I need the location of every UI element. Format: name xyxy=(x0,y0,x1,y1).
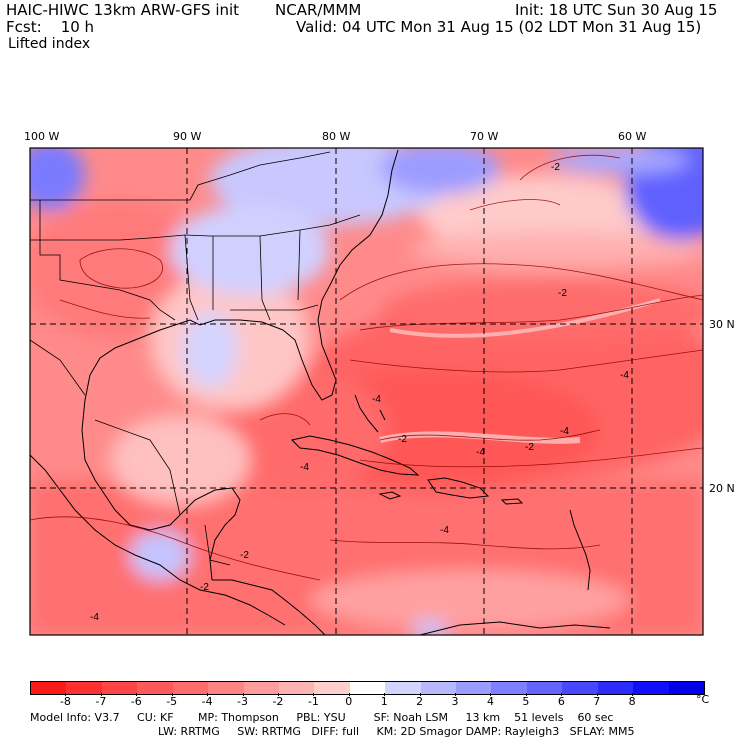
colorbar-tick xyxy=(419,693,421,696)
colorbar-swatch xyxy=(66,682,102,694)
contour-label: -2 xyxy=(558,288,567,299)
colorbar-tick xyxy=(207,693,209,696)
contour-label: -2 xyxy=(398,434,407,445)
valid-time: Valid: 04 UTC Mon 31 Aug 15 (02 LDT Mon … xyxy=(296,18,702,36)
colorbar-swatch xyxy=(491,682,527,694)
colorbar-swatch xyxy=(633,682,669,694)
lat-label-30n: 30 N xyxy=(709,318,735,331)
contour-label: -4 xyxy=(300,462,309,473)
contour-label: -4 xyxy=(620,370,629,381)
contour-label: -2 xyxy=(240,550,249,561)
colorbar-tick-label: 4 xyxy=(486,695,494,708)
model-title: HAIC-HIWC 13km ARW-GFS init xyxy=(6,1,240,19)
colorbar-tick-label: 5 xyxy=(522,695,530,708)
colorbar-tick-label: 6 xyxy=(557,695,565,708)
forecast-hour: Fcst: 10 h xyxy=(6,18,95,36)
colorbar-tick xyxy=(561,693,563,696)
colorbar-tick xyxy=(65,693,67,696)
colorbar-tick-label: -5 xyxy=(166,695,178,708)
colorbar-tick xyxy=(242,693,244,696)
colorbar-swatch xyxy=(597,682,634,694)
colorbar-tick xyxy=(632,693,634,696)
colorbar-tick-label: -1 xyxy=(307,695,319,708)
colorbar-tick xyxy=(313,693,315,696)
contour-label: -2 xyxy=(525,442,534,453)
field-name: Lifted index xyxy=(8,36,91,52)
lat-label-20n: 20 N xyxy=(709,482,735,495)
graticule xyxy=(30,148,703,635)
colorbar-tick-label: -4 xyxy=(201,695,213,708)
colorbar-unit: °C xyxy=(696,693,710,706)
colorbar-tick-label: -2 xyxy=(272,695,284,708)
state-borders xyxy=(30,151,361,566)
colorbar-tick-label: 0 xyxy=(345,695,353,708)
colorbar-tick-label: -6 xyxy=(130,695,142,708)
lon-label-90w: 90 W xyxy=(173,130,202,143)
colorbar-swatch xyxy=(243,682,279,694)
contour-label: -4 xyxy=(476,447,485,458)
colorbar-swatch xyxy=(385,682,421,694)
colorbar-tick-label: -8 xyxy=(59,695,71,708)
contour-label: -4 xyxy=(372,394,381,405)
colorbar-tick xyxy=(100,693,102,696)
colorbar-tick xyxy=(384,693,386,696)
colorbar-tick xyxy=(171,693,173,696)
map-frame xyxy=(29,147,704,636)
colorbar-swatch xyxy=(668,682,705,694)
colorbar-tick-label: -3 xyxy=(237,695,248,708)
colorbar-tick-label: 7 xyxy=(593,695,601,708)
colorbar-swatch xyxy=(349,682,386,694)
colorbar-tick xyxy=(490,693,492,696)
colorbar-tick-label: 8 xyxy=(628,695,636,708)
colorbar-tick xyxy=(277,693,279,696)
field-shading xyxy=(30,148,703,635)
colorbar-tick xyxy=(596,693,598,696)
lon-label-80w: 80 W xyxy=(322,130,351,143)
colorbar-swatch xyxy=(314,682,350,694)
colorbar-tick xyxy=(455,693,457,696)
contour-label: -4 xyxy=(90,612,99,623)
lon-label-100w: 100 W xyxy=(24,130,60,143)
colorbar-tick-label: 3 xyxy=(451,695,459,708)
colorbar-swatch xyxy=(137,682,173,694)
colorbar xyxy=(30,681,705,695)
organization-label: NCAR/MMM xyxy=(275,1,362,19)
colorbar-swatch xyxy=(31,682,67,694)
lon-label-70w: 70 W xyxy=(470,130,499,143)
contour-label: -4 xyxy=(440,525,449,536)
contour-lines xyxy=(30,154,703,581)
colorbar-swatch xyxy=(562,682,598,694)
colorbar-tick xyxy=(136,693,138,696)
model-info-line1: Model Info: V3.7 CU: KF MP: Thompson PBL… xyxy=(30,711,614,724)
colorbar-tick xyxy=(348,693,350,696)
colorbar-swatch xyxy=(456,682,492,694)
colorbar-swatch xyxy=(420,682,457,694)
contour-label: -4 xyxy=(560,426,569,437)
colorbar-swatch xyxy=(526,682,563,694)
init-time: Init: 18 UTC Sun 30 Aug 15 xyxy=(515,1,718,19)
colorbar-swatch xyxy=(208,682,244,694)
model-info-line2: LW: RRTMG SW: RRTMG DIFF: full KM: 2D Sm… xyxy=(158,725,635,738)
colorbar-swatch xyxy=(101,682,138,694)
colorbar-tick-label: 1 xyxy=(380,695,388,708)
colorbar-tick-label: 2 xyxy=(416,695,424,708)
colorbar-tick-label: -7 xyxy=(95,695,107,708)
contour-label: -2 xyxy=(200,582,209,593)
contour-label-group: -2 -2 -2 -2 -2 -2 -4 -4 -4 -4 -4 -4 -4 xyxy=(90,162,629,623)
lon-label-60w: 60 W xyxy=(618,130,647,143)
colorbar-tick xyxy=(525,693,527,696)
contour-label: -2 xyxy=(551,162,560,173)
coastlines xyxy=(30,149,611,635)
colorbar-swatch xyxy=(172,682,209,694)
colorbar-swatch xyxy=(278,682,315,694)
